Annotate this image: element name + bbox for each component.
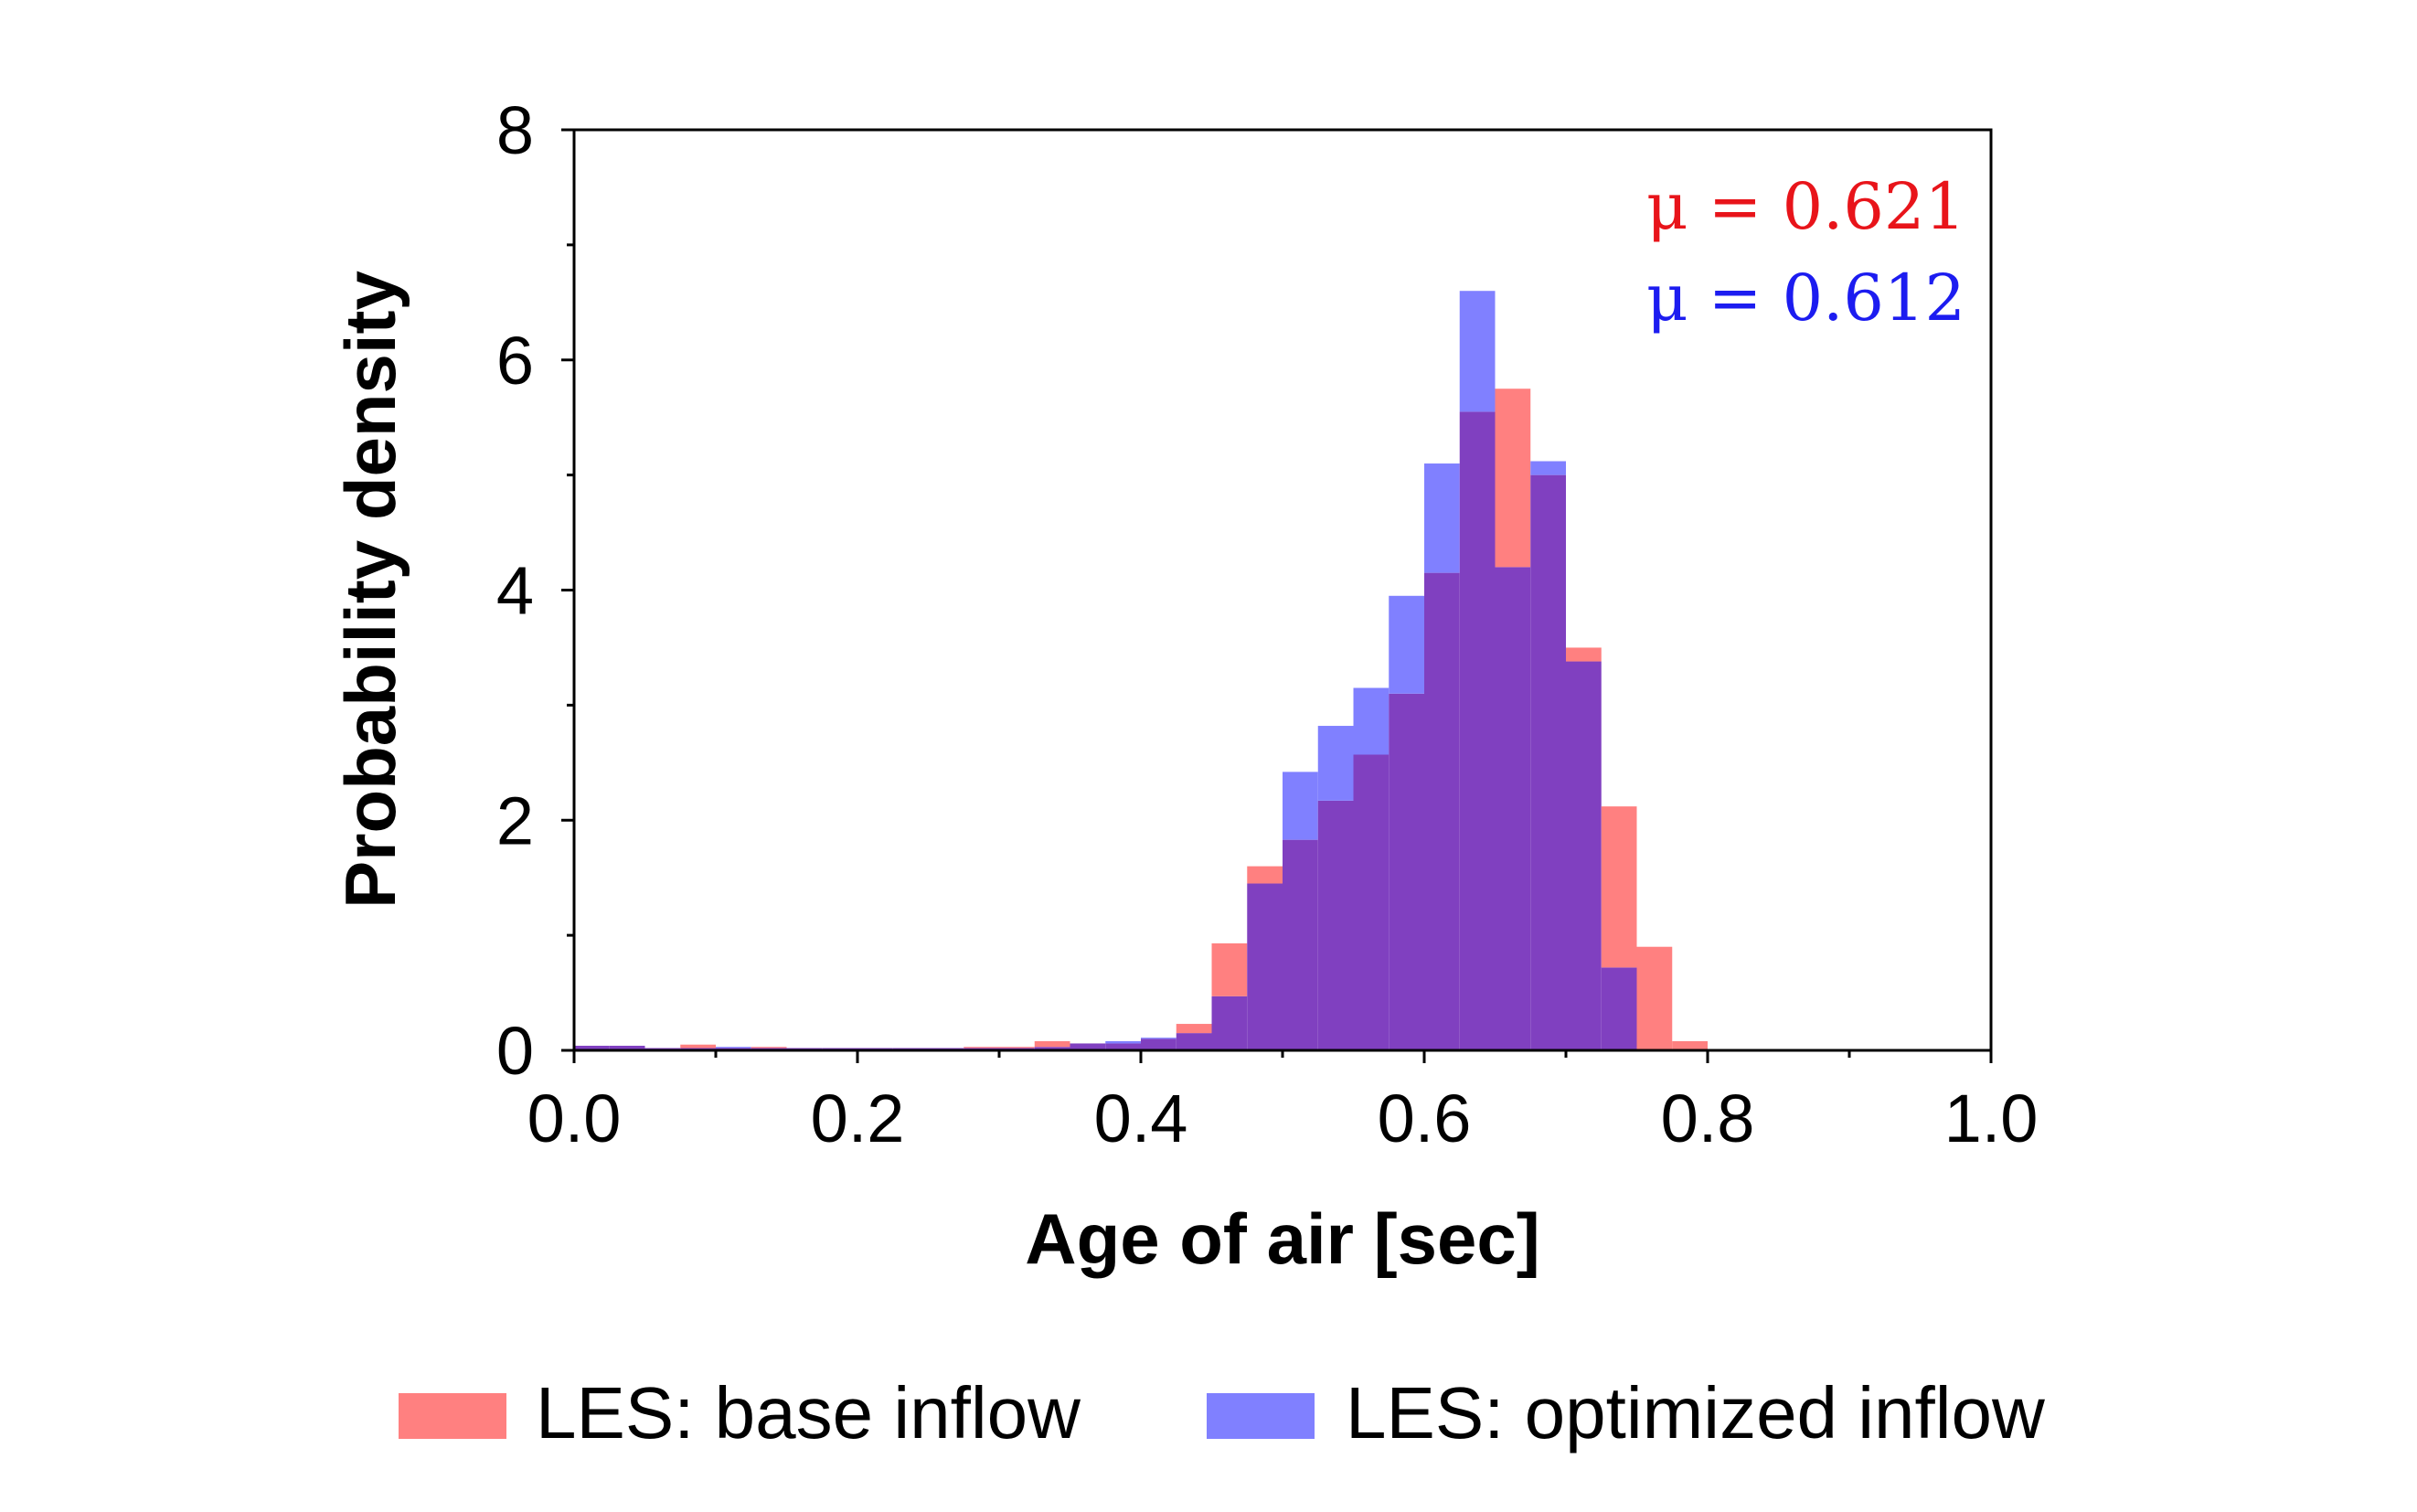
bar-optimized-inflow bbox=[1389, 595, 1424, 694]
x-axis-title: Age of air [sec] bbox=[1025, 1198, 1539, 1279]
bar-optimized-inflow bbox=[716, 1047, 751, 1049]
bar-base-inflow bbox=[964, 1047, 999, 1049]
bar-base-inflow bbox=[680, 1044, 716, 1049]
bar-overlap bbox=[1034, 1047, 1070, 1050]
bar-overlap bbox=[1105, 1043, 1141, 1050]
y-tick-label: 6 bbox=[496, 323, 534, 399]
histogram-bars bbox=[574, 291, 1708, 1050]
bar-overlap bbox=[1283, 839, 1318, 1050]
bar-base-inflow bbox=[1211, 942, 1248, 996]
x-tick-label: 1.0 bbox=[1944, 1081, 2039, 1156]
bar-overlap bbox=[1566, 661, 1602, 1050]
bar-base-inflow bbox=[1495, 389, 1531, 568]
bar-overlap bbox=[1317, 800, 1354, 1050]
bar-overlap bbox=[1353, 754, 1390, 1050]
x-tick-label: 0.2 bbox=[811, 1081, 905, 1156]
bar-base-inflow bbox=[1601, 806, 1637, 968]
bar-optimized-inflow bbox=[1105, 1040, 1141, 1044]
bar-overlap bbox=[1176, 1033, 1212, 1050]
legend-label-optimized: LES: optimized inflow bbox=[1346, 1372, 2045, 1453]
bar-overlap bbox=[1495, 567, 1531, 1050]
bar-base-inflow bbox=[1636, 946, 1673, 1050]
bar-overlap bbox=[1141, 1038, 1177, 1050]
bar-optimized-inflow bbox=[1530, 461, 1566, 475]
bar-base-inflow bbox=[1176, 1024, 1212, 1034]
bar-optimized-inflow bbox=[1424, 463, 1460, 573]
bar-overlap bbox=[574, 1045, 610, 1050]
bar-overlap bbox=[1389, 693, 1424, 1050]
legend-swatch-optimized bbox=[1207, 1393, 1315, 1439]
bar-base-inflow bbox=[1672, 1040, 1708, 1050]
y-tick-label: 8 bbox=[496, 92, 534, 168]
bar-overlap bbox=[1247, 883, 1283, 1050]
bar-overlap bbox=[1211, 996, 1248, 1050]
bar-base-inflow bbox=[1034, 1040, 1070, 1048]
mean-annotation-base: μ = 0.621 bbox=[1646, 169, 1965, 244]
x-tick-label: 0.8 bbox=[1661, 1081, 1755, 1156]
axis-ticks: 0.0 0.2 0.4 0.6 0.8 1.0 0 2 4 6 8 bbox=[496, 92, 2039, 1156]
y-tick-label: 2 bbox=[496, 783, 534, 858]
bar-base-inflow bbox=[751, 1047, 787, 1049]
x-tick-label: 0.6 bbox=[1378, 1081, 1472, 1156]
bar-optimized-inflow bbox=[1353, 687, 1390, 755]
legend-label-base: LES: base inflow bbox=[536, 1372, 1081, 1453]
bar-overlap bbox=[1070, 1043, 1106, 1050]
bar-overlap bbox=[609, 1045, 645, 1050]
bar-overlap bbox=[1424, 572, 1460, 1050]
bar-overlap bbox=[1459, 411, 1496, 1050]
bar-optimized-inflow bbox=[1459, 291, 1496, 412]
mean-annotation-optimized: μ = 0.612 bbox=[1646, 261, 1965, 335]
bar-optimized-inflow bbox=[1283, 772, 1318, 840]
y-tick-label: 0 bbox=[496, 1013, 534, 1089]
bar-base-inflow bbox=[999, 1047, 1035, 1049]
x-tick-label: 0.4 bbox=[1094, 1081, 1188, 1156]
legend-swatch-base bbox=[399, 1393, 506, 1439]
bar-base-inflow bbox=[1566, 647, 1602, 662]
bar-overlap bbox=[1601, 967, 1637, 1050]
x-tick-label: 0.0 bbox=[527, 1081, 622, 1156]
y-axis-title: Probability density bbox=[330, 271, 410, 909]
y-tick-label: 4 bbox=[496, 553, 534, 629]
legend: LES: base inflow LES: optimized inflow bbox=[399, 1372, 2045, 1453]
bar-overlap bbox=[1530, 474, 1566, 1050]
bar-optimized-inflow bbox=[1317, 726, 1354, 801]
bar-base-inflow bbox=[1247, 866, 1283, 884]
